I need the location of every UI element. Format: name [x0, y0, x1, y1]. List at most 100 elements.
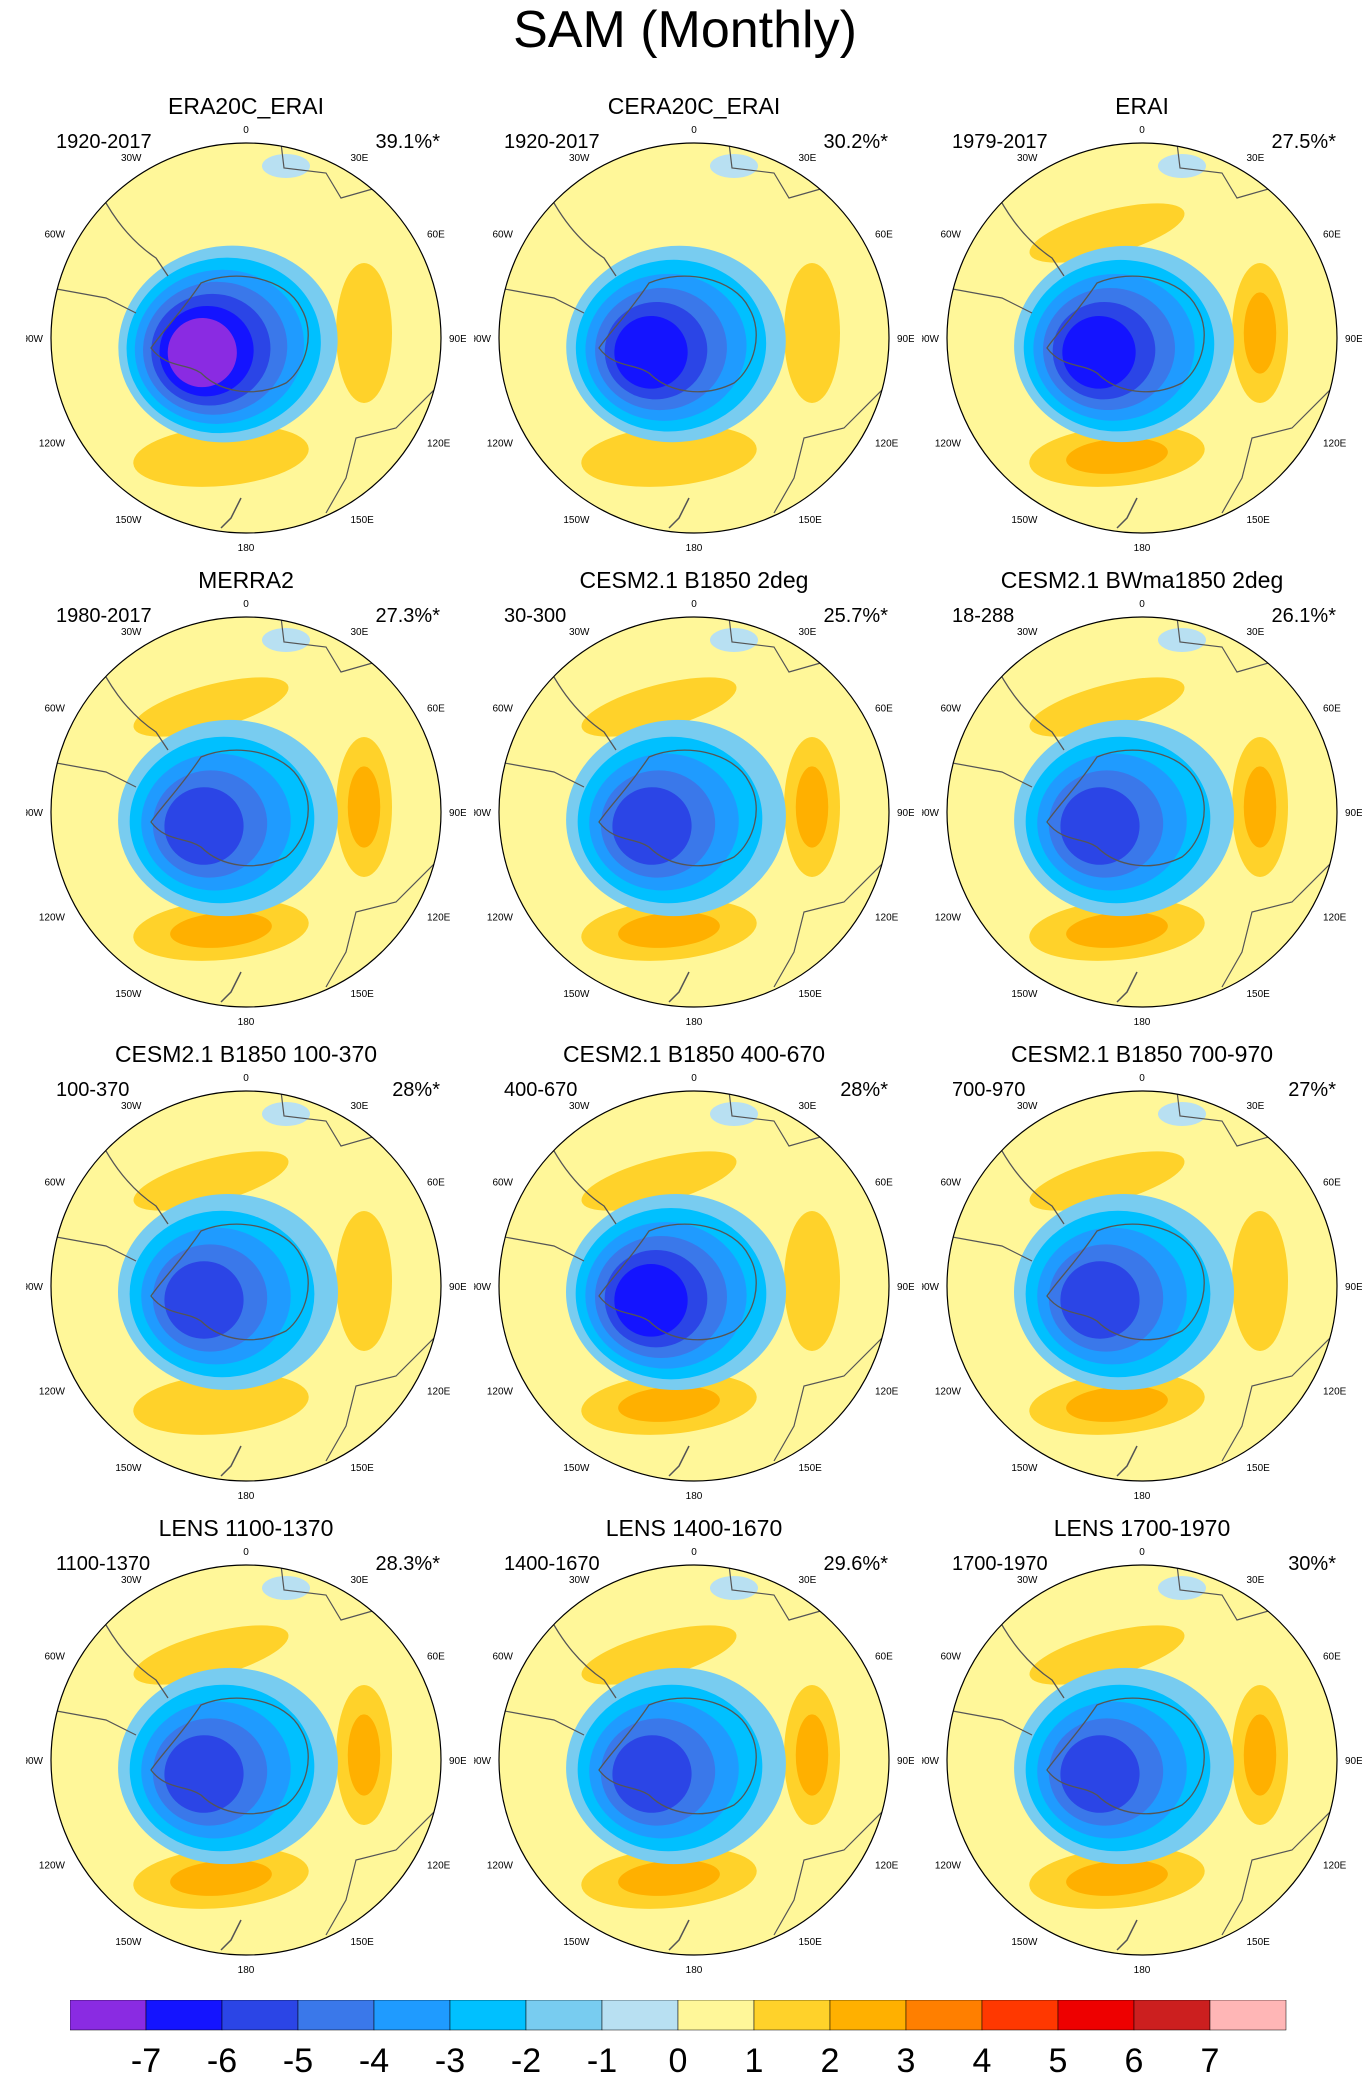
new-zealand-coastline — [220, 971, 242, 1003]
minor-negative-patch — [1158, 1576, 1206, 1600]
longitude-label: 180 — [1134, 543, 1151, 554]
longitude-label: 60W — [492, 1178, 513, 1189]
longitude-label: 90E — [897, 1756, 914, 1767]
panel-variance: 25.7%* — [823, 605, 889, 627]
panel-8: CESM2.1 B1850 400-670 400-670 28%* 0 30E 60E 9… — [474, 1040, 914, 1510]
longitude-label: 60W — [940, 1652, 961, 1663]
africa-coastline — [728, 143, 825, 199]
east-positive-lobe-level-2 — [784, 1211, 840, 1351]
panel-period: 400-670 — [504, 1079, 578, 1101]
colorbar-swatch — [145, 2000, 223, 2031]
colorbar-swatch — [449, 2000, 527, 2031]
longitude-label: 120E — [875, 913, 899, 924]
longitude-label: 120E — [427, 1387, 451, 1398]
longitude-label: 180 — [686, 1965, 703, 1976]
panel-period: 1920-2017 — [56, 131, 152, 153]
panel-period: 1920-2017 — [504, 131, 600, 153]
south-america-coastline — [947, 287, 1033, 314]
atlantic-positive-lobe-level-2 — [1029, 203, 1185, 263]
colorbar-swatch — [1209, 2000, 1287, 2031]
panel-period: 1100-1370 — [56, 1553, 151, 1575]
colorbar-tick-label: -4 — [359, 2042, 389, 2080]
panel-title: LENS 1100-1370 — [158, 1515, 334, 1541]
atlantic-positive-lobe-level-2 — [581, 1625, 737, 1685]
longitude-label: 30E — [799, 1101, 817, 1112]
polar-map: 0 30E 60E 90E 120E 150E 180 150W 120W 90W 60W 30W — [922, 125, 1362, 554]
longitude-label: 120W — [39, 913, 66, 924]
minor-negative-patch — [1158, 1102, 1206, 1126]
longitude-label: 30W — [1017, 1575, 1038, 1586]
colorbar-swatch — [1057, 2000, 1135, 2031]
longitude-label: 150E — [799, 515, 823, 526]
south-america-coastline — [51, 761, 137, 788]
longitude-label: 30E — [1247, 1101, 1265, 1112]
panel-12: LENS 1700-1970 1700-1970 30%* 0 30E 60E 90E 120… — [922, 1514, 1362, 1984]
negative-core-level--6 — [614, 1264, 688, 1337]
longitude-label: 60E — [1323, 704, 1341, 715]
longitude-label: 60E — [1323, 1652, 1341, 1663]
australia-coastline — [1221, 856, 1337, 988]
negative-core-level--5 — [612, 1735, 692, 1813]
longitude-label: 120E — [875, 1387, 899, 1398]
longitude-label: 60W — [492, 230, 513, 241]
new-zealand-coastline — [1116, 1445, 1138, 1477]
atlantic-positive-lobe-level-2 — [1029, 677, 1185, 737]
pacific-positive-lobe-level-3 — [170, 1860, 272, 1896]
longitude-label: 30E — [799, 627, 817, 638]
longitude-label: 150E — [351, 1937, 375, 1948]
longitude-label: 120W — [487, 913, 514, 924]
figure-title: SAM (Monthly) — [513, 1, 857, 59]
minor-negative-patch — [1158, 628, 1206, 652]
longitude-label: 90E — [449, 808, 466, 819]
longitude-label: 150E — [351, 1463, 375, 1474]
new-zealand-coastline — [220, 1445, 242, 1477]
map-border — [50, 142, 442, 534]
atlantic-positive-lobe-level-2 — [581, 677, 737, 737]
new-zealand-coastline — [1116, 497, 1138, 529]
panel-variance: 28%* — [840, 1079, 888, 1101]
longitude-label: 150E — [799, 1937, 823, 1948]
longitude-label: 0 — [243, 1073, 249, 1084]
new-zealand-coastline — [220, 497, 242, 529]
antarctica-coastline — [1046, 1223, 1205, 1341]
antarctica-coastline — [150, 1697, 309, 1815]
south-america-coastline — [499, 287, 585, 314]
polar-map: 0 30E 60E 90E 120E 150E 180 150W 120W 90W 60W 30W — [26, 1547, 466, 1976]
east-positive-lobe-level-3 — [347, 1714, 381, 1796]
longitude-label: 60W — [940, 230, 961, 241]
colorbar-swatch — [297, 2000, 375, 2031]
antarctica-coastline — [1046, 749, 1205, 867]
longitude-label: 30W — [569, 1575, 590, 1586]
panel-2: CERA20C_ERAI 1920-2017 30.2%* 0 30E 60E 90E 120… — [474, 92, 914, 562]
longitude-label: 150W — [115, 989, 142, 1000]
panel-1: ERA20C_ERAI 1920-2017 39.1%* 0 30E 60E 90E 120E… — [26, 92, 466, 562]
south-america-coastline — [499, 1235, 585, 1262]
colorbar-swatch — [525, 2000, 603, 2031]
minor-negative-patch — [710, 628, 758, 652]
panel-variance: 39.1%* — [375, 131, 441, 153]
new-zealand-coastline — [668, 971, 690, 1003]
pacific-positive-lobe-level-3 — [1066, 438, 1168, 474]
longitude-label: 120W — [487, 1387, 514, 1398]
polar-map: 0 30E 60E 90E 120E 150E 180 150W 120W 90W 60W 30W — [922, 599, 1362, 1028]
longitude-label: 30E — [351, 627, 369, 638]
panel-title: MERRA2 — [198, 567, 294, 593]
negative-core-level--5 — [164, 1261, 244, 1339]
australia-coastline — [325, 1804, 441, 1936]
longitude-label: 60E — [427, 1178, 445, 1189]
map-border — [946, 142, 1338, 534]
east-positive-lobe-level-3 — [795, 1714, 829, 1796]
panel-period: 100-370 — [56, 1079, 130, 1101]
pacific-positive-lobe-level-3 — [1066, 1386, 1168, 1422]
longitude-label: 60W — [44, 1652, 65, 1663]
longitude-label: 30W — [121, 153, 142, 164]
antarctica-coastline — [150, 1223, 309, 1341]
longitude-label: 150E — [351, 515, 375, 526]
east-positive-lobe-level-3 — [795, 766, 829, 848]
longitude-label: 0 — [691, 1073, 697, 1084]
panel-9: CESM2.1 B1850 700-970 700-970 27%* 0 30E 60E 9… — [922, 1040, 1362, 1510]
colorbar-tick-label: 5 — [1049, 2042, 1068, 2080]
panel-6: CESM2.1 BWma1850 2deg 18-288 26.1%* 0 30E 60E… — [922, 566, 1362, 1036]
longitude-label: 180 — [1134, 1017, 1151, 1028]
panel-title: CESM2.1 B1850 100-370 — [114, 1041, 378, 1067]
